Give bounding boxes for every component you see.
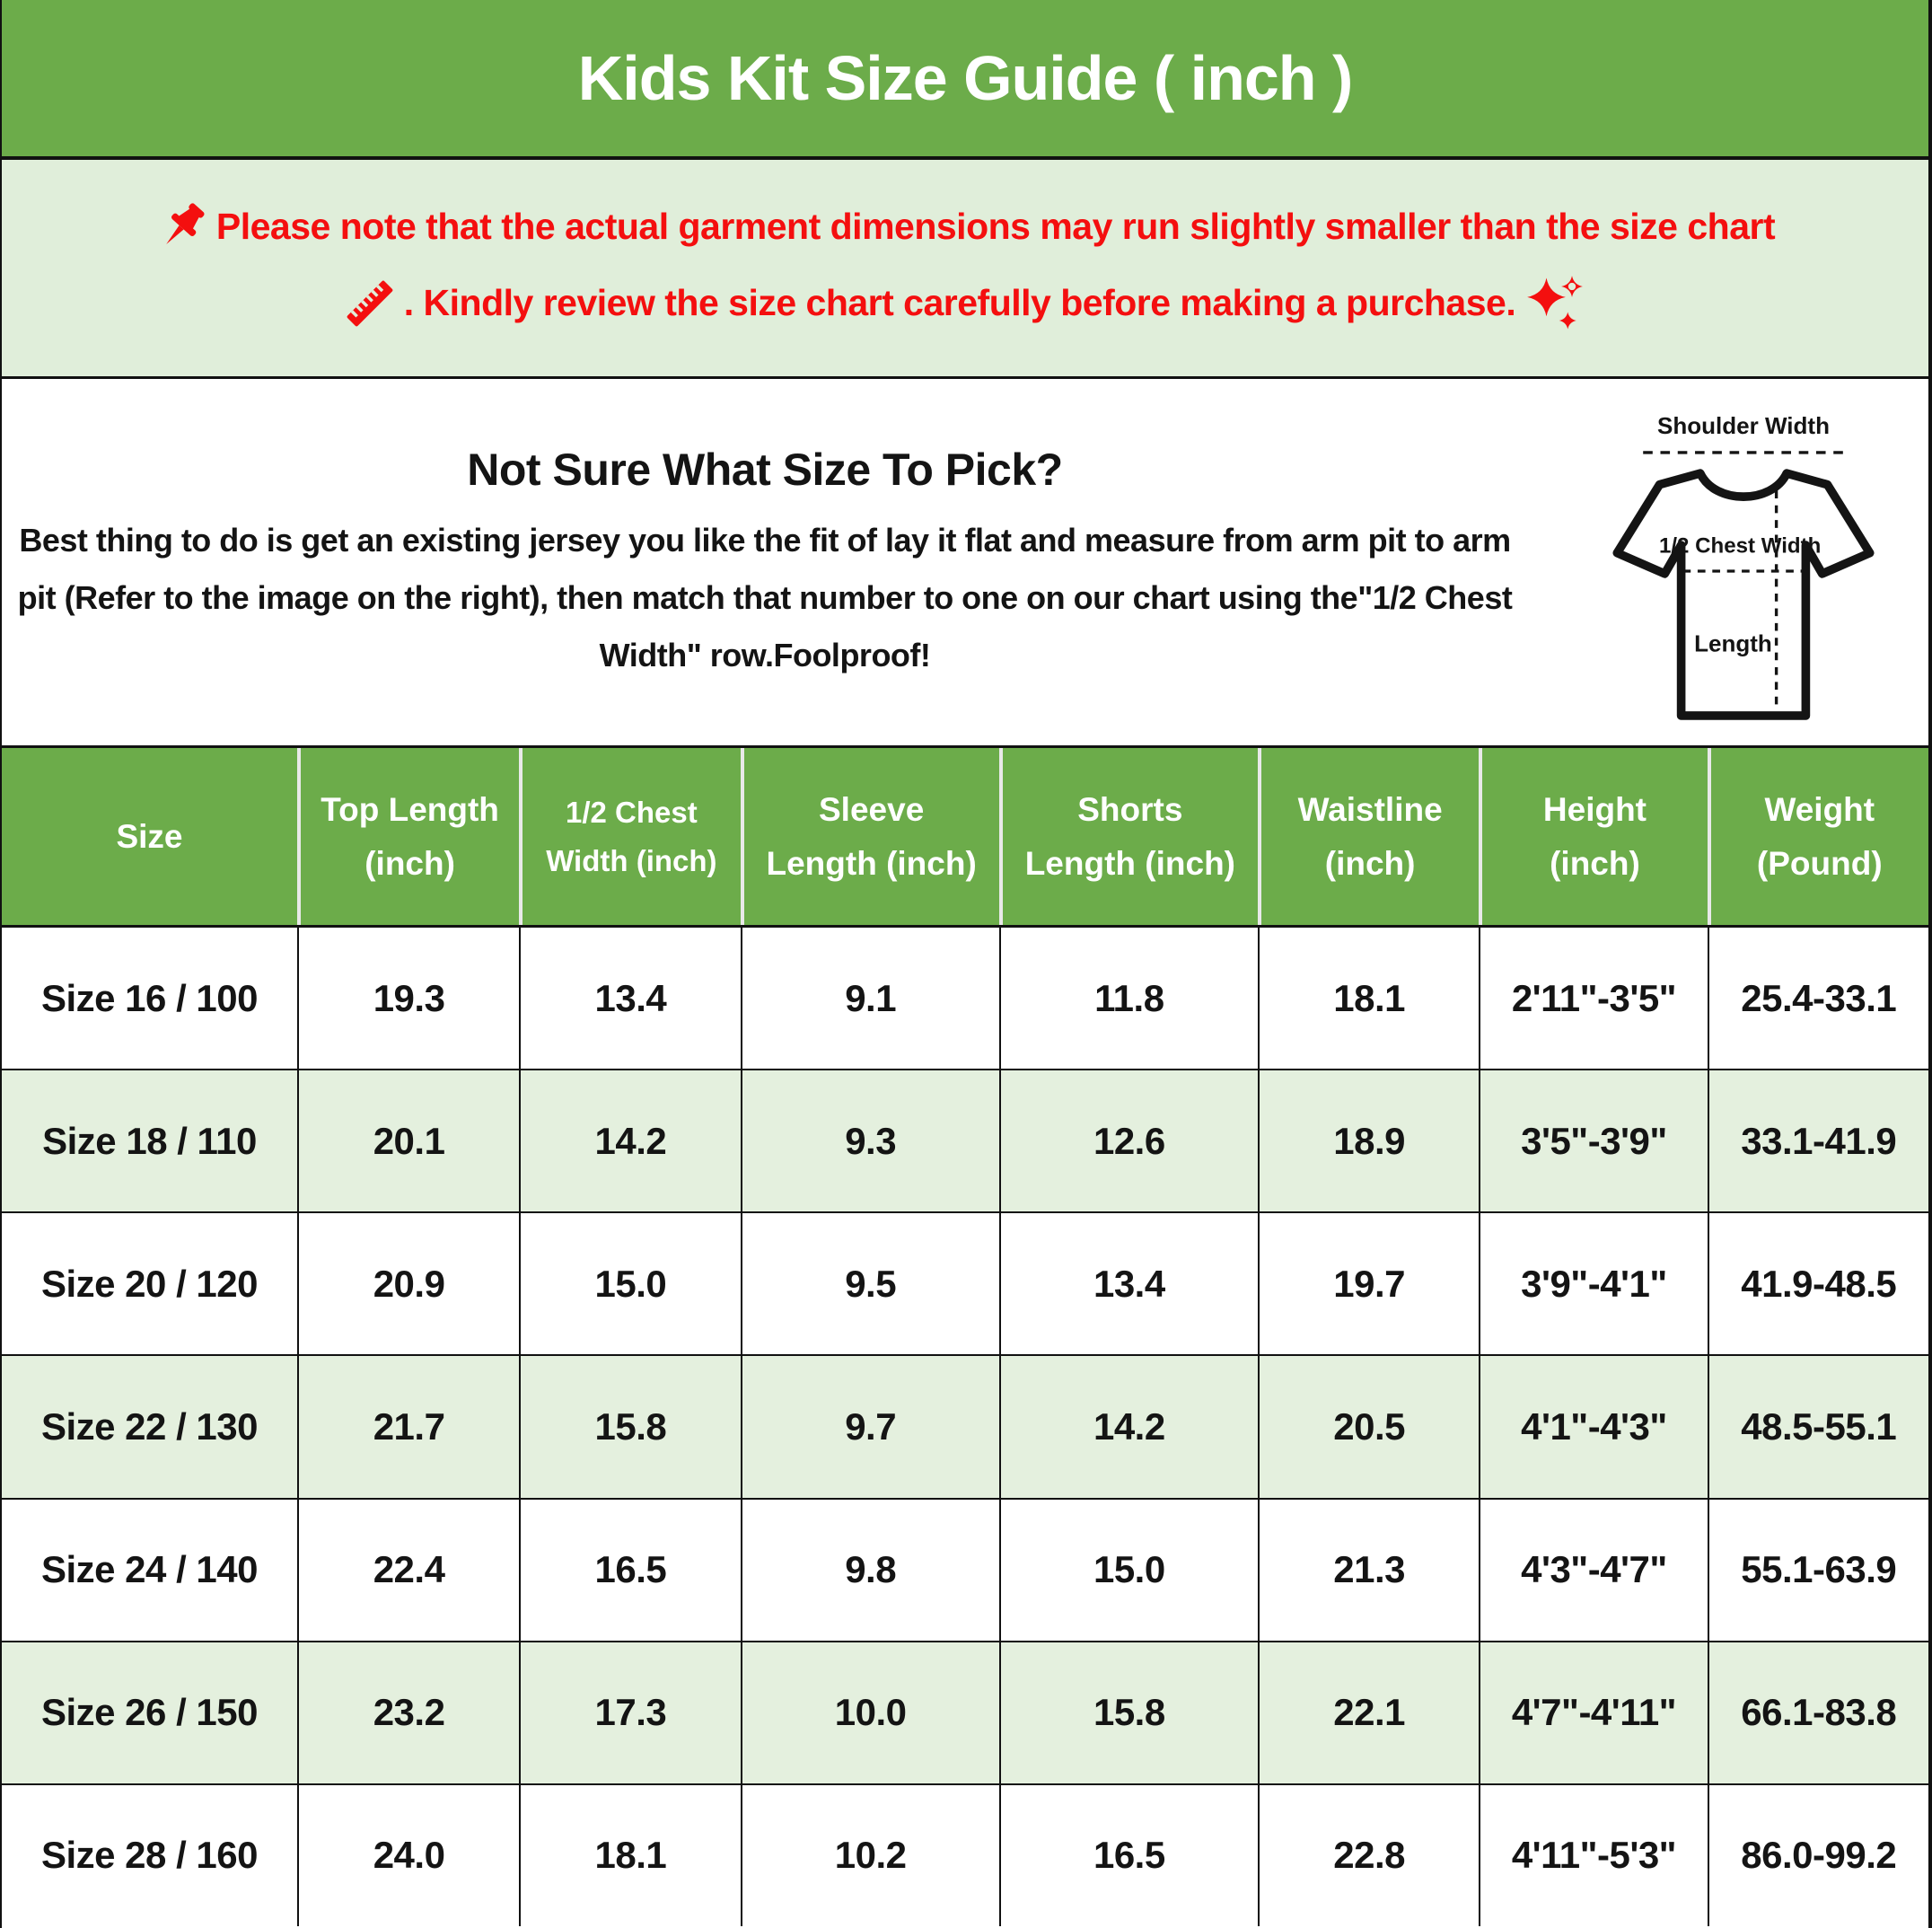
size-cell: Size 18 / 110 (42, 1119, 257, 1162)
size-table: Size Top Length (inch) 1/2 Chest Width (inch… (2, 745, 1928, 1926)
table-row: Size 28 / 160 24.0 18.1 10.2 16.5 22.8 4'11"-5… (2, 1783, 1928, 1926)
header-cell: 1/2 Chest Width (inch) (519, 748, 740, 925)
value-cell: 10.2 (740, 1784, 999, 1926)
size-cell: Size 24 / 140 (40, 1548, 259, 1591)
header-cell: Weight (Pound) (1707, 748, 1928, 925)
value-cell: 15.0 (998, 1499, 1258, 1641)
value-cell: 24.0 (296, 1784, 519, 1926)
value-cell: 4'3"-4'7" (1479, 1499, 1707, 1641)
value-cell: 48.5-55.1 (1707, 1356, 1928, 1498)
info-paragraph: Best thing to do is get an existing jers… (17, 522, 1513, 674)
header-cell: Height (inch) (1479, 748, 1707, 925)
sparkles-icon (1527, 275, 1584, 329)
table-header-row: Size Top Length (inch) 1/2 Chest Width (inch… (2, 745, 1928, 928)
value-cell: 4'1"-4'3" (1479, 1356, 1707, 1498)
value-cell: 20.9 (296, 1213, 519, 1355)
table-row: Size 16 / 100 19.3 13.4 9.1 11.8 18.1 2'11"-3'… (2, 928, 1928, 1070)
value-cell: 18.1 (519, 1784, 740, 1926)
value-cell: 2'11"-3'5" (1479, 928, 1707, 1070)
notice-text-2: . Kindly review the size chart carefully… (403, 282, 1516, 323)
value-cell: 9.7 (740, 1356, 999, 1498)
notice-line-1: Please note that the actual garment dime… (155, 199, 1776, 255)
table-body: Size 16 / 100 19.3 13.4 9.1 11.8 18.1 2'11"-3'… (2, 928, 1928, 1926)
value-cell: 22.4 (296, 1499, 519, 1641)
table-row: Size 24 / 140 22.4 16.5 9.8 15.0 21.3 4'3"-4'7… (2, 1497, 1928, 1641)
value-cell: 22.8 (1257, 1784, 1479, 1926)
value-cell: 14.2 (519, 1070, 740, 1212)
shoulder-width-label: Shoulder Width (1657, 412, 1830, 439)
value-cell: 15.8 (998, 1642, 1258, 1783)
value-cell: 21.7 (296, 1356, 519, 1498)
value-cell: 14.2 (998, 1356, 1258, 1498)
value-cell: 3'5"-3'9" (1479, 1070, 1707, 1212)
value-cell: 21.3 (1257, 1499, 1479, 1641)
value-cell: 18.1 (1257, 928, 1479, 1070)
ruler-icon (347, 280, 393, 326)
value-cell: 9.5 (740, 1213, 999, 1355)
value-cell: 66.1-83.8 (1707, 1642, 1928, 1783)
value-cell: 19.3 (296, 928, 519, 1070)
value-cell: 4'7"-4'11" (1479, 1642, 1707, 1783)
value-cell: 33.1-41.9 (1707, 1070, 1928, 1212)
value-cell: 4'11"-5'3" (1479, 1784, 1707, 1926)
value-cell: 19.7 (1257, 1213, 1479, 1355)
title-bar: Kids Kit Size Guide ( inch ) (2, 0, 1928, 160)
notice-line-2: . Kindly review the size chart carefully… (341, 269, 1589, 338)
value-cell: 9.1 (740, 928, 999, 1070)
info-heading: Not Sure What Size To Pick? (467, 445, 1063, 495)
value-cell: 23.2 (296, 1642, 519, 1783)
value-cell: 22.1 (1257, 1642, 1479, 1783)
size-cell: Size 22 / 130 (40, 1404, 259, 1448)
value-cell: 41.9-48.5 (1707, 1213, 1928, 1355)
info-section: Not Sure What Size To Pick? Best thing t… (2, 379, 1928, 745)
table-row: Size 18 / 110 20.1 14.2 9.3 12.6 18.9 3'5"-3'9… (2, 1069, 1928, 1212)
chest-width-label: 1/2 Chest Width (1659, 534, 1821, 559)
page-title: Kids Kit Size Guide ( inch ) (577, 43, 1354, 113)
notice-text-1: Please note that the actual garment dime… (215, 206, 1776, 247)
table-row: Size 20 / 120 20.9 15.0 9.5 13.4 19.7 3'9"-4'1… (2, 1211, 1928, 1355)
table-row: Size 22 / 130 21.7 15.8 9.7 14.2 20.5 4'1"-4'3… (2, 1354, 1928, 1498)
length-label: Length (1694, 630, 1772, 657)
header-cell: Size (116, 817, 183, 855)
value-cell: 12.6 (998, 1070, 1258, 1212)
value-cell: 15.0 (519, 1213, 740, 1355)
value-cell: 16.5 (519, 1499, 740, 1641)
value-cell: 9.3 (740, 1070, 999, 1212)
value-cell: 10.0 (740, 1642, 999, 1783)
value-cell: 20.1 (296, 1070, 519, 1212)
size-cell: Size 20 / 120 (40, 1262, 259, 1305)
value-cell: 9.8 (740, 1499, 999, 1641)
value-cell: 17.3 (519, 1642, 740, 1783)
value-cell: 11.8 (998, 928, 1258, 1070)
value-cell: 25.4-33.1 (1707, 928, 1928, 1070)
value-cell: 15.8 (519, 1356, 740, 1498)
value-cell: 13.4 (998, 1213, 1258, 1355)
pushpin-icon (166, 202, 205, 244)
header-cell: Sleeve Length (inch) (740, 748, 999, 925)
size-cell: Size 16 / 100 (40, 976, 259, 1019)
size-cell: Size 26 / 150 (40, 1691, 259, 1734)
header-cell: Shorts Length (inch) (998, 748, 1258, 925)
info-text-block: Not Sure What Size To Pick? Best thing t… (2, 379, 1528, 684)
value-cell: 86.0-99.2 (1707, 1784, 1928, 1926)
notice-strip: Please note that the actual garment dime… (2, 160, 1928, 379)
value-cell: 18.9 (1257, 1070, 1479, 1212)
tshirt-measure-diagram: Shoulder Width 1/2 Chest Width Length (1612, 412, 1875, 720)
header-cell: Top Length (inch) (296, 748, 519, 925)
value-cell: 16.5 (998, 1784, 1258, 1926)
header-cell: Waistline (inch) (1257, 748, 1479, 925)
tshirt-outline (1612, 469, 1875, 720)
value-cell: 3'9"-4'1" (1479, 1213, 1707, 1355)
value-cell: 13.4 (519, 928, 740, 1070)
value-cell: 55.1-63.9 (1707, 1499, 1928, 1641)
size-cell: Size 28 / 160 (40, 1834, 259, 1877)
value-cell: 20.5 (1257, 1356, 1479, 1498)
table-row: Size 26 / 150 23.2 17.3 10.0 15.8 22.1 4'7"-4'… (2, 1640, 1928, 1783)
